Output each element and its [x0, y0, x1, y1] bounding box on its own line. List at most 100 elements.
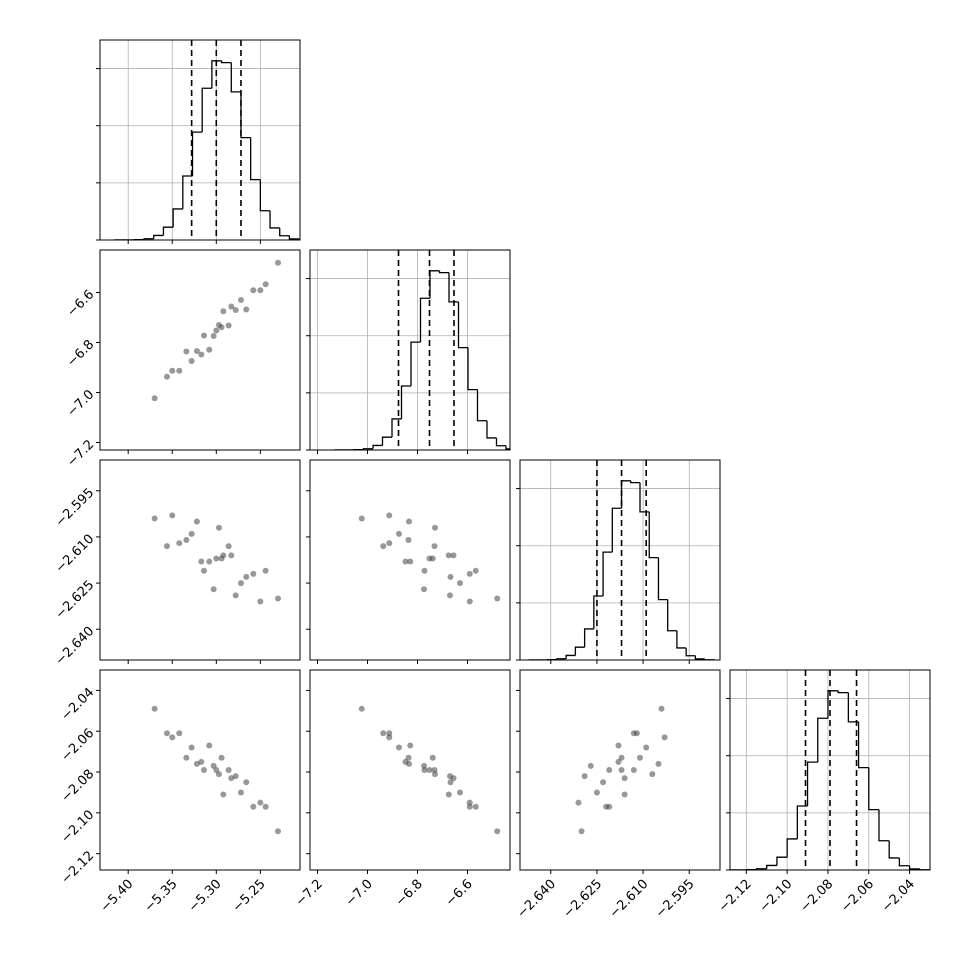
sample-point — [649, 771, 656, 778]
histogram-bin — [837, 690, 849, 694]
sample-point — [578, 828, 585, 835]
histogram-bin — [400, 385, 411, 419]
sample-point — [225, 322, 232, 329]
histogram-bin — [676, 630, 687, 649]
histogram-bin — [298, 238, 300, 240]
sample-point — [630, 767, 637, 773]
y-tick-label: −2.10 — [59, 808, 98, 847]
sample-point — [225, 543, 232, 550]
y-tick-label: −2.640 — [53, 624, 98, 669]
y-tick-label: −2.04 — [59, 685, 98, 724]
sample-point — [575, 799, 582, 806]
sample-point — [237, 580, 244, 587]
sample-point — [587, 762, 594, 769]
sample-point — [220, 791, 227, 798]
histogram-bin — [476, 389, 487, 422]
sample-point — [450, 552, 457, 559]
sample-point — [429, 555, 436, 562]
sample-point — [600, 779, 607, 786]
histogram-bin — [648, 511, 659, 559]
sample-point — [655, 760, 662, 767]
sample-point — [220, 308, 227, 315]
sample-point — [176, 367, 183, 374]
histogram-bin — [556, 658, 567, 660]
sample-point — [206, 742, 213, 749]
sample-point — [151, 705, 158, 712]
y-tick-label: −6.8 — [64, 337, 97, 370]
histogram-bin — [191, 131, 203, 176]
histogram-bin — [230, 62, 241, 93]
sample-point — [447, 592, 453, 599]
sample-point — [615, 758, 622, 765]
sample-point — [643, 744, 650, 751]
panel — [575, 705, 668, 835]
histogram-bin — [766, 864, 777, 869]
histogram-bin — [153, 234, 164, 239]
sample-point — [494, 595, 501, 602]
sample-point — [658, 705, 665, 712]
panel — [358, 512, 501, 605]
sample-point — [198, 351, 205, 358]
sample-point — [380, 730, 387, 737]
sample-point — [386, 540, 393, 547]
x-tick-label: −2.595 — [653, 877, 698, 922]
sample-point — [210, 333, 217, 339]
sample-point — [188, 530, 195, 537]
histogram-bin — [419, 297, 430, 343]
histogram-bin — [583, 628, 594, 648]
y-tick-label: −2.595 — [53, 485, 98, 530]
x-tick-label: −5.25 — [230, 877, 269, 916]
sample-point — [262, 567, 269, 574]
sample-point — [218, 324, 225, 331]
histogram-bin — [806, 761, 818, 806]
sample-point — [494, 828, 501, 835]
sample-point — [183, 754, 190, 761]
sample-point — [615, 742, 622, 749]
sample-point — [407, 742, 414, 749]
histogram-bin — [516, 449, 526, 450]
sample-point — [396, 530, 402, 537]
histogram-bin — [467, 347, 478, 391]
sample-point — [193, 518, 200, 525]
y-tick-label: −6.6 — [64, 287, 97, 320]
histogram-bin — [495, 437, 506, 447]
x-tick-label: −5.30 — [186, 877, 225, 916]
sample-point — [188, 358, 195, 364]
sample-point — [210, 586, 217, 593]
sample-point — [237, 297, 244, 303]
sample-point — [250, 570, 257, 577]
histogram-bin — [786, 838, 798, 858]
sample-point — [432, 771, 438, 778]
sample-point — [432, 524, 438, 531]
sample-point — [228, 775, 235, 782]
sample-point — [445, 791, 452, 798]
sample-point — [380, 543, 387, 550]
sample-point — [429, 754, 436, 761]
sample-point — [200, 567, 207, 574]
sample-point — [457, 789, 463, 796]
histogram-bin — [362, 448, 373, 450]
histogram-bin — [448, 272, 459, 303]
sample-point — [606, 803, 613, 810]
histogram-bin — [565, 654, 576, 659]
x-tick-label: −2.08 — [797, 877, 836, 916]
sample-point — [386, 734, 393, 741]
sample-point — [431, 543, 438, 550]
histogram-bin — [796, 805, 808, 839]
histogram-bin — [827, 690, 839, 719]
x-tick-label: −2.640 — [514, 877, 559, 922]
x-tick-label: −2.10 — [757, 877, 796, 916]
x-tick-label: −7.2 — [293, 877, 326, 910]
sample-point — [274, 828, 281, 835]
sample-point — [163, 730, 170, 737]
sample-point — [426, 767, 433, 773]
panel — [730, 670, 930, 870]
histogram-bin — [279, 227, 290, 237]
histogram-bin — [630, 480, 640, 484]
sample-point — [232, 307, 239, 313]
histogram-bin — [857, 721, 869, 769]
histogram-bin — [593, 595, 604, 629]
x-tick-label: −2.625 — [561, 877, 606, 922]
sample-point — [243, 306, 250, 313]
